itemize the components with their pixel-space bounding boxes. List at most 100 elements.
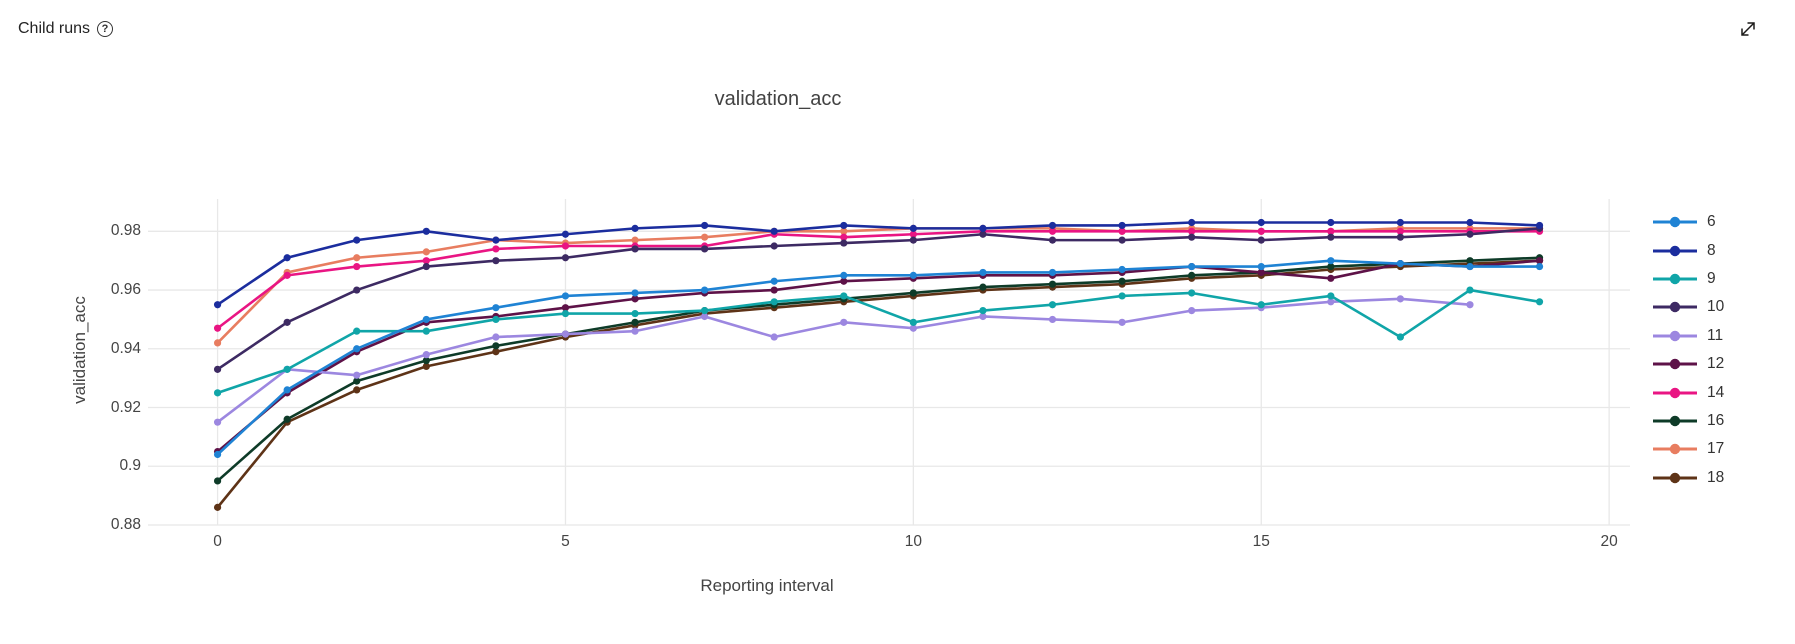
series-point-8[interactable]: [1396, 218, 1404, 227]
series-point-14[interactable]: [1257, 227, 1265, 235]
series-point-10[interactable]: [1466, 230, 1474, 238]
series-point-8[interactable]: [1466, 218, 1474, 227]
series-point-8[interactable]: [492, 236, 500, 244]
series-point-14[interactable]: [1327, 227, 1335, 235]
series-point-9[interactable]: [1188, 289, 1196, 297]
help-icon[interactable]: ?: [97, 21, 114, 37]
series-point-17[interactable]: [422, 248, 430, 256]
series-point-16[interactable]: [1466, 257, 1474, 265]
series-point-18[interactable]: [422, 362, 430, 371]
series-point-11[interactable]: [1118, 318, 1126, 326]
series-point-6[interactable]: [840, 271, 848, 279]
series-point-14[interactable]: [422, 257, 430, 265]
series-point-10[interactable]: [1396, 233, 1404, 241]
series-point-16[interactable]: [213, 477, 222, 485]
series-point-8[interactable]: [1118, 221, 1126, 230]
series-point-6[interactable]: [353, 345, 361, 353]
series-point-9[interactable]: [979, 307, 987, 315]
series-point-8[interactable]: [631, 224, 639, 232]
series-point-16[interactable]: [909, 289, 917, 297]
series-point-18[interactable]: [213, 503, 222, 511]
series-point-6[interactable]: [1396, 260, 1404, 268]
series-point-17[interactable]: [840, 227, 848, 235]
legend-item-11[interactable]: 11: [1652, 322, 1724, 350]
series-point-10[interactable]: [283, 318, 291, 326]
legend-item-16[interactable]: 16: [1652, 407, 1724, 435]
series-point-8[interactable]: [1327, 218, 1335, 227]
series-point-8[interactable]: [353, 236, 361, 244]
series-point-9[interactable]: [1535, 298, 1544, 306]
legend-item-10[interactable]: 10: [1652, 293, 1724, 321]
series-point-11[interactable]: [979, 312, 987, 321]
series-point-9[interactable]: [353, 327, 361, 335]
series-point-16[interactable]: [1327, 262, 1335, 271]
series-point-8[interactable]: [979, 224, 987, 232]
series-point-10[interactable]: [1257, 236, 1265, 244]
series-point-8[interactable]: [1535, 221, 1544, 230]
series-point-10[interactable]: [1188, 233, 1196, 241]
series-point-10[interactable]: [979, 230, 987, 238]
series-point-6[interactable]: [283, 386, 291, 394]
series-point-12[interactable]: [1327, 274, 1335, 282]
series-point-11[interactable]: [561, 330, 570, 338]
series-point-16[interactable]: [1048, 280, 1057, 288]
series-point-8[interactable]: [840, 221, 848, 230]
series-point-16[interactable]: [631, 318, 639, 326]
series-point-6[interactable]: [1466, 262, 1474, 271]
series-point-10[interactable]: [492, 257, 500, 265]
series-point-18[interactable]: [353, 386, 361, 394]
series-point-16[interactable]: [283, 415, 291, 423]
series-point-10[interactable]: [701, 245, 709, 253]
series-point-8[interactable]: [1048, 221, 1057, 230]
series-point-11[interactable]: [353, 371, 361, 379]
series-point-9[interactable]: [840, 292, 848, 300]
series-point-9[interactable]: [631, 309, 639, 318]
series-point-9[interactable]: [561, 309, 570, 318]
series-point-6[interactable]: [701, 286, 709, 294]
series-point-9[interactable]: [701, 307, 709, 315]
series-point-17[interactable]: [353, 254, 361, 262]
series-point-11[interactable]: [701, 312, 709, 321]
series-point-14[interactable]: [492, 245, 500, 253]
series-point-8[interactable]: [1257, 218, 1265, 227]
series-point-9[interactable]: [1396, 333, 1404, 341]
series-point-6[interactable]: [909, 271, 917, 279]
series-point-11[interactable]: [1396, 295, 1404, 303]
series-point-6[interactable]: [1257, 262, 1265, 271]
legend-item-8[interactable]: 8: [1652, 236, 1724, 264]
series-point-17[interactable]: [631, 236, 639, 244]
series-point-16[interactable]: [1188, 271, 1196, 279]
series-point-14[interactable]: [840, 233, 848, 241]
series-point-11[interactable]: [1188, 307, 1196, 315]
series-point-11[interactable]: [213, 418, 222, 426]
series-point-6[interactable]: [561, 292, 570, 300]
series-point-8[interactable]: [283, 254, 291, 262]
series-point-8[interactable]: [1188, 218, 1196, 227]
series-point-16[interactable]: [353, 377, 361, 385]
series-point-11[interactable]: [770, 333, 778, 341]
series-point-11[interactable]: [1327, 298, 1335, 306]
legend-item-14[interactable]: 14: [1652, 378, 1724, 406]
series-point-12[interactable]: [1257, 268, 1265, 277]
legend-item-18[interactable]: 18: [1652, 464, 1724, 492]
series-point-14[interactable]: [283, 271, 291, 279]
series-point-11[interactable]: [840, 318, 848, 326]
series-point-9[interactable]: [492, 315, 500, 324]
series-point-12[interactable]: [631, 295, 639, 303]
series-point-6[interactable]: [422, 315, 430, 324]
series-point-16[interactable]: [492, 342, 500, 350]
series-point-17[interactable]: [213, 339, 222, 347]
series-point-10[interactable]: [213, 365, 222, 373]
series-point-10[interactable]: [1118, 236, 1126, 244]
series-point-9[interactable]: [1118, 292, 1126, 300]
series-point-11[interactable]: [492, 333, 500, 341]
series-point-9[interactable]: [1257, 301, 1265, 309]
series-point-9[interactable]: [422, 327, 430, 335]
series-point-11[interactable]: [1466, 301, 1474, 309]
series-point-9[interactable]: [1327, 292, 1335, 300]
series-point-10[interactable]: [840, 239, 848, 247]
series-point-18[interactable]: [492, 348, 500, 356]
series-point-14[interactable]: [213, 324, 222, 332]
legend-item-9[interactable]: 9: [1652, 265, 1724, 293]
